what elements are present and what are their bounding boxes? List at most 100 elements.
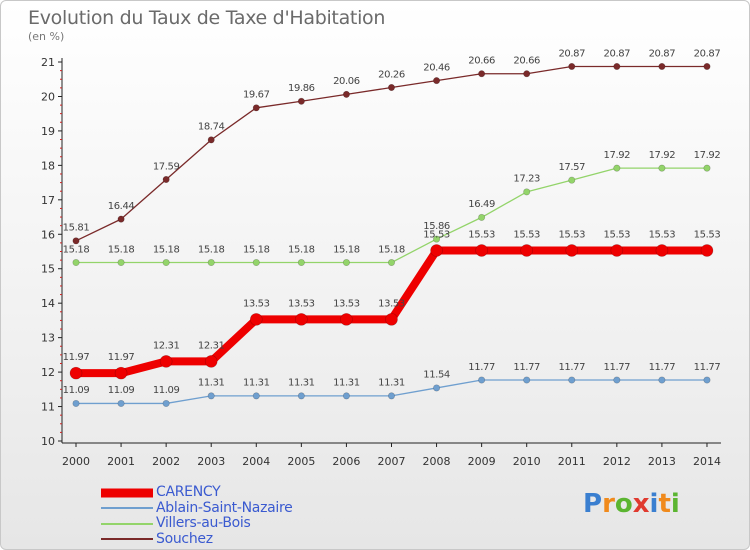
data-label-villers-au-bois: 15.18 — [243, 244, 270, 255]
data-label-souchez: 20.87 — [558, 48, 585, 59]
logo-letter: t — [658, 489, 671, 519]
x-tick-label: 2013 — [648, 455, 676, 468]
proxiti-logo: Proxiti — [583, 489, 680, 519]
data-point-villers-au-bois — [568, 176, 576, 184]
x-tick-label: 2007 — [377, 455, 405, 468]
x-tick-label: 2002 — [152, 455, 180, 468]
data-point-souchez — [433, 77, 441, 85]
data-point-souchez — [162, 175, 170, 183]
legend-swatch-carency — [101, 488, 153, 498]
data-point-carency — [159, 355, 173, 368]
data-label-souchez: 20.87 — [604, 48, 631, 59]
data-point-carency — [69, 366, 83, 380]
y-tick-label: 11 — [41, 401, 55, 414]
data-label-souchez: 19.86 — [288, 83, 315, 94]
legend-swatch-souchez — [101, 538, 153, 541]
data-label-villers-au-bois: 15.18 — [198, 244, 225, 255]
data-point-carency — [249, 313, 263, 326]
data-point-villers-au-bois — [297, 259, 305, 267]
y-tick-label: 18 — [41, 159, 55, 172]
data-point-ablain-saint-nazaire — [207, 392, 215, 400]
data-label-souchez: 16.44 — [108, 201, 135, 212]
data-label-villers-au-bois: 15.18 — [153, 244, 180, 255]
data-label-carency: 12.31 — [153, 340, 180, 351]
data-label-carency: 13.53 — [288, 298, 315, 309]
legend-label-carency: CARENCY — [156, 484, 221, 500]
data-point-ablain-saint-nazaire — [252, 392, 260, 400]
data-point-carency — [295, 313, 308, 326]
data-point-carency — [655, 244, 669, 257]
data-point-souchez — [568, 62, 576, 70]
logo-letter: o — [614, 489, 633, 519]
data-point-ablain-saint-nazaire — [433, 384, 441, 392]
x-tick-label: 2009 — [468, 455, 496, 468]
x-tick-label: 2003 — [197, 455, 225, 468]
data-label-ablain-saint-nazaire: 11.09 — [153, 385, 180, 396]
y-tick-label: 10 — [41, 435, 55, 448]
data-label-souchez: 20.06 — [333, 76, 360, 87]
data-point-ablain-saint-nazaire — [342, 392, 350, 400]
data-label-ablain-saint-nazaire: 11.54 — [423, 370, 450, 381]
legend-label-souchez: Souchez — [156, 530, 213, 547]
data-point-carency — [385, 313, 398, 326]
data-point-villers-au-bois — [252, 259, 260, 267]
data-label-villers-au-bois: 15.18 — [63, 244, 90, 255]
logo-letter: r — [602, 489, 615, 519]
data-label-souchez: 18.74 — [198, 122, 225, 133]
series-line-carency — [76, 246, 707, 378]
x-tick-label: 2005 — [287, 455, 315, 468]
data-point-ablain-saint-nazaire — [297, 392, 305, 400]
logo-letter: i — [649, 489, 659, 519]
data-label-villers-au-bois: 17.23 — [513, 174, 540, 185]
legend-swatch-villers — [101, 522, 153, 525]
data-label-ablain-saint-nazaire: 11.31 — [243, 378, 270, 389]
data-label-carency: 15.53 — [423, 229, 450, 240]
data-label-ablain-saint-nazaire: 11.31 — [198, 378, 225, 389]
data-point-villers-au-bois — [342, 259, 350, 267]
legend-swatch-ablain — [101, 507, 153, 510]
data-point-ablain-saint-nazaire — [703, 376, 711, 384]
data-label-carency: 11.97 — [108, 352, 135, 363]
data-point-carency — [430, 244, 443, 257]
x-tick-label: 2011 — [558, 455, 586, 468]
data-point-carency — [610, 244, 624, 257]
data-point-carency — [520, 244, 534, 257]
chart-title: Evolution du Taux de Taxe d'Habitation — [28, 7, 386, 29]
data-label-villers-au-bois: 15.18 — [378, 244, 405, 255]
data-point-carency — [475, 244, 488, 257]
data-label-souchez: 20.87 — [649, 48, 676, 59]
data-label-villers-au-bois: 16.49 — [468, 199, 495, 210]
data-point-carency — [204, 355, 218, 368]
data-point-ablain-saint-nazaire — [658, 376, 666, 384]
data-point-villers-au-bois — [703, 164, 711, 172]
data-label-carency: 12.31 — [198, 340, 225, 351]
data-point-carency — [340, 313, 353, 326]
x-tick-label: 2014 — [693, 455, 721, 468]
logo-letter: P — [583, 489, 603, 519]
data-label-ablain-saint-nazaire: 11.77 — [604, 362, 631, 373]
y-tick-label: 14 — [41, 297, 55, 310]
data-label-ablain-saint-nazaire: 11.77 — [513, 362, 540, 373]
data-label-ablain-saint-nazaire: 11.77 — [694, 362, 721, 373]
data-point-villers-au-bois — [433, 235, 441, 243]
data-label-villers-au-bois: 15.18 — [333, 244, 360, 255]
data-label-ablain-saint-nazaire: 11.31 — [288, 378, 315, 389]
data-point-carency — [114, 366, 128, 380]
data-point-souchez — [387, 83, 395, 91]
y-tick-label: 21 — [41, 56, 55, 69]
data-point-villers-au-bois — [117, 259, 125, 267]
data-point-ablain-saint-nazaire — [478, 376, 486, 384]
data-point-ablain-saint-nazaire — [613, 376, 621, 384]
data-point-souchez — [523, 70, 531, 78]
data-point-ablain-saint-nazaire — [72, 399, 80, 407]
x-tick-label: 2004 — [242, 455, 270, 468]
data-label-carency: 15.53 — [604, 229, 631, 240]
data-point-souchez — [297, 97, 305, 105]
data-point-souchez — [703, 62, 711, 70]
data-point-souchez — [613, 62, 621, 70]
data-label-carency: 15.53 — [558, 229, 585, 240]
data-label-ablain-saint-nazaire: 11.09 — [63, 385, 90, 396]
data-label-ablain-saint-nazaire: 11.31 — [378, 378, 405, 389]
data-point-souchez — [252, 104, 260, 112]
data-label-carency: 11.97 — [63, 352, 90, 363]
